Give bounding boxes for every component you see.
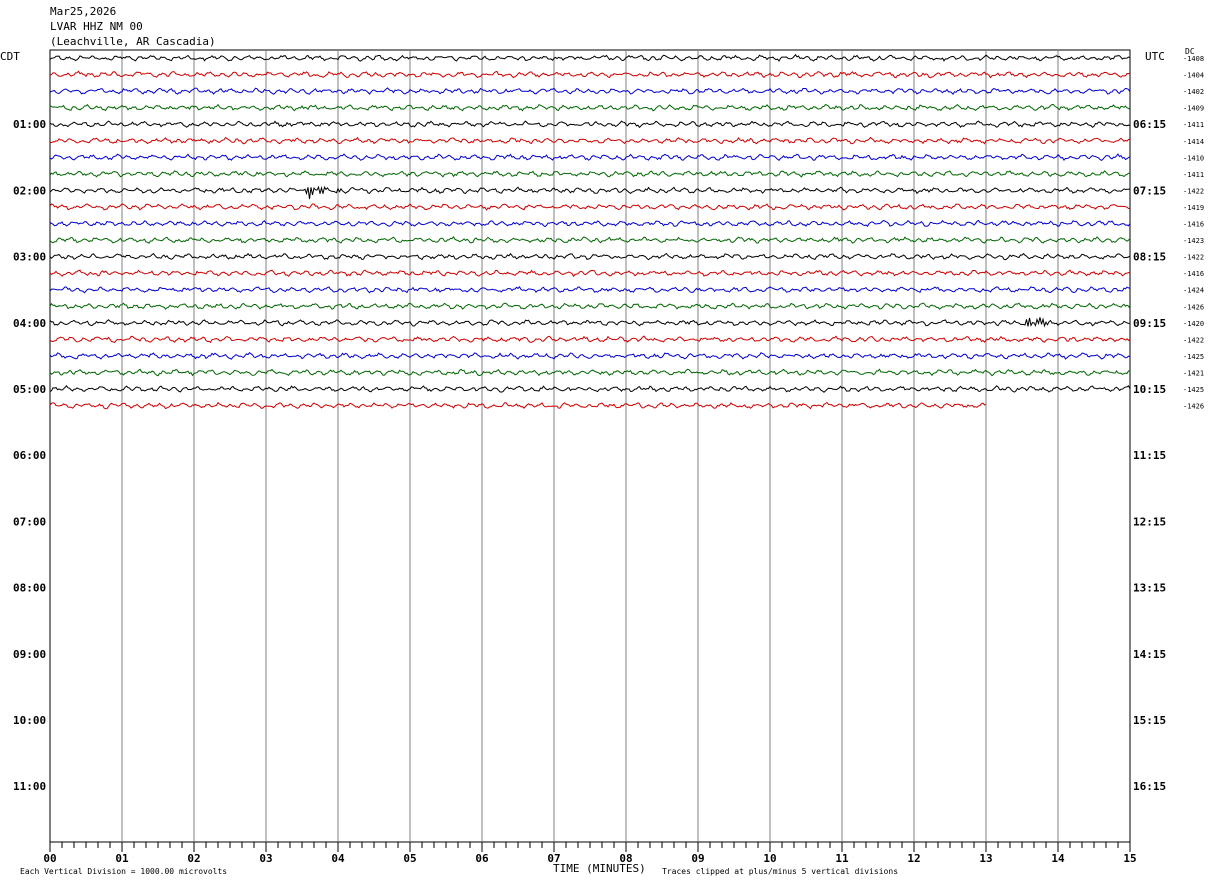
left-hour-label: 11:00 bbox=[13, 780, 46, 793]
right-hour-label: 15:15 bbox=[1133, 714, 1166, 727]
dc-offset-label: -1404 bbox=[1183, 72, 1204, 80]
dc-offset-header: DC bbox=[1185, 47, 1195, 56]
dc-offset-label: -1410 bbox=[1183, 154, 1204, 162]
dc-offset-label: -1424 bbox=[1183, 287, 1204, 295]
trace-line bbox=[49, 269, 1131, 278]
dc-offset-label: -1426 bbox=[1183, 303, 1204, 311]
trace-line bbox=[49, 317, 1131, 328]
right-hour-label: 07:15 bbox=[1133, 184, 1166, 197]
dc-offset-label: -1426 bbox=[1183, 403, 1204, 411]
trace-line bbox=[49, 170, 1131, 178]
dc-offset-label: -1422 bbox=[1183, 254, 1204, 262]
trace-line bbox=[49, 352, 1131, 360]
trace-line bbox=[49, 285, 1131, 294]
trace-line bbox=[49, 335, 1131, 344]
right-hour-label: 12:15 bbox=[1133, 515, 1166, 528]
left-hour-label: 01:00 bbox=[13, 118, 46, 131]
trace-line bbox=[49, 252, 1131, 261]
x-tick-label: 01 bbox=[115, 852, 129, 865]
dc-offset-label: -1421 bbox=[1183, 369, 1204, 377]
x-tick-label: 15 bbox=[1123, 852, 1136, 865]
x-tick-label: 10 bbox=[763, 852, 776, 865]
dc-offset-label: -1402 bbox=[1183, 88, 1204, 96]
left-hour-label: 03:00 bbox=[13, 251, 46, 264]
left-hour-label: 09:00 bbox=[13, 648, 46, 661]
left-hour-label: 08:00 bbox=[13, 582, 46, 595]
left-hour-label: 02:00 bbox=[13, 184, 46, 197]
left-hour-label: 07:00 bbox=[13, 515, 46, 528]
dc-offset-label: -1411 bbox=[1183, 171, 1204, 179]
trace-line bbox=[49, 87, 1131, 96]
right-hour-label: 09:15 bbox=[1133, 317, 1166, 330]
x-tick-label: 13 bbox=[979, 852, 992, 865]
dc-offset-label: -1422 bbox=[1183, 336, 1204, 344]
x-tick-label: 03 bbox=[259, 852, 272, 865]
right-hour-label: 11:15 bbox=[1133, 449, 1166, 462]
trace-line bbox=[49, 103, 1131, 112]
dc-offset-label: -1411 bbox=[1183, 121, 1204, 129]
trace-line bbox=[49, 219, 1131, 228]
trace-line bbox=[49, 136, 1131, 145]
trace-line bbox=[49, 120, 1131, 129]
dc-offset-label: -1408 bbox=[1183, 55, 1204, 63]
trace-line bbox=[49, 368, 1131, 377]
right-hour-label: 06:15 bbox=[1133, 118, 1166, 131]
trace-line bbox=[49, 53, 1131, 62]
left-hour-label: 06:00 bbox=[13, 449, 46, 462]
right-hour-label: 13:15 bbox=[1133, 582, 1166, 595]
dc-offset-label: -1419 bbox=[1183, 204, 1204, 212]
dc-offset-label: -1422 bbox=[1183, 187, 1204, 195]
x-axis-label: TIME (MINUTES) bbox=[553, 862, 646, 875]
dc-offset-label: -1420 bbox=[1183, 320, 1204, 328]
x-tick-label: 06 bbox=[475, 852, 489, 865]
x-tick-label: 07 bbox=[547, 852, 560, 865]
x-tick-label: 00 bbox=[43, 852, 56, 865]
trace-line bbox=[49, 302, 1131, 310]
station-code: LVAR HHZ NM 00 bbox=[50, 20, 143, 33]
x-tick-label: 12 bbox=[907, 852, 920, 865]
x-tick-label: 05 bbox=[403, 852, 416, 865]
left-hour-label: 05:00 bbox=[13, 383, 46, 396]
dc-offset-label: -1416 bbox=[1183, 221, 1204, 229]
dc-offset-label: -1425 bbox=[1183, 386, 1204, 394]
dc-offset-label: -1423 bbox=[1183, 237, 1204, 245]
dc-offset-label: -1416 bbox=[1183, 270, 1204, 278]
right-hour-label: 14:15 bbox=[1133, 648, 1166, 661]
x-tick-label: 11 bbox=[835, 852, 849, 865]
trace-line bbox=[49, 236, 1131, 244]
right-timezone-label: UTC bbox=[1145, 50, 1165, 63]
x-tick-label: 04 bbox=[331, 852, 345, 865]
trace-line bbox=[49, 401, 987, 410]
dc-offset-label: -1425 bbox=[1183, 353, 1204, 361]
dc-offset-label: -1409 bbox=[1183, 105, 1204, 113]
x-tick-label: 02 bbox=[187, 852, 200, 865]
dc-offset-label: -1414 bbox=[1183, 138, 1204, 146]
x-tick-label: 14 bbox=[1051, 852, 1065, 865]
left-hour-label: 04:00 bbox=[13, 317, 46, 330]
right-hour-label: 10:15 bbox=[1133, 383, 1166, 396]
x-tick-label: 08 bbox=[619, 852, 632, 865]
trace-line bbox=[49, 185, 1131, 200]
right-hour-label: 08:15 bbox=[1133, 251, 1166, 264]
trace-line bbox=[49, 70, 1131, 79]
x-tick-label: 09 bbox=[691, 852, 704, 865]
right-hour-label: 16:15 bbox=[1133, 780, 1166, 793]
trace-line bbox=[49, 153, 1131, 162]
trace-line bbox=[49, 203, 1131, 211]
trace-line bbox=[49, 385, 1131, 393]
station-location: (Leachville, AR Cascadia) bbox=[50, 35, 216, 48]
scale-note: Each Vertical Division = 1000.00 microvo… bbox=[20, 867, 228, 876]
station-date: Mar25,2026 bbox=[50, 5, 117, 18]
left-hour-label: 10:00 bbox=[13, 714, 46, 727]
left-timezone-label: CDT bbox=[0, 50, 20, 63]
clip-note: Traces clipped at plus/minus 5 vertical … bbox=[662, 867, 899, 876]
plot-frame bbox=[49, 49, 1131, 843]
